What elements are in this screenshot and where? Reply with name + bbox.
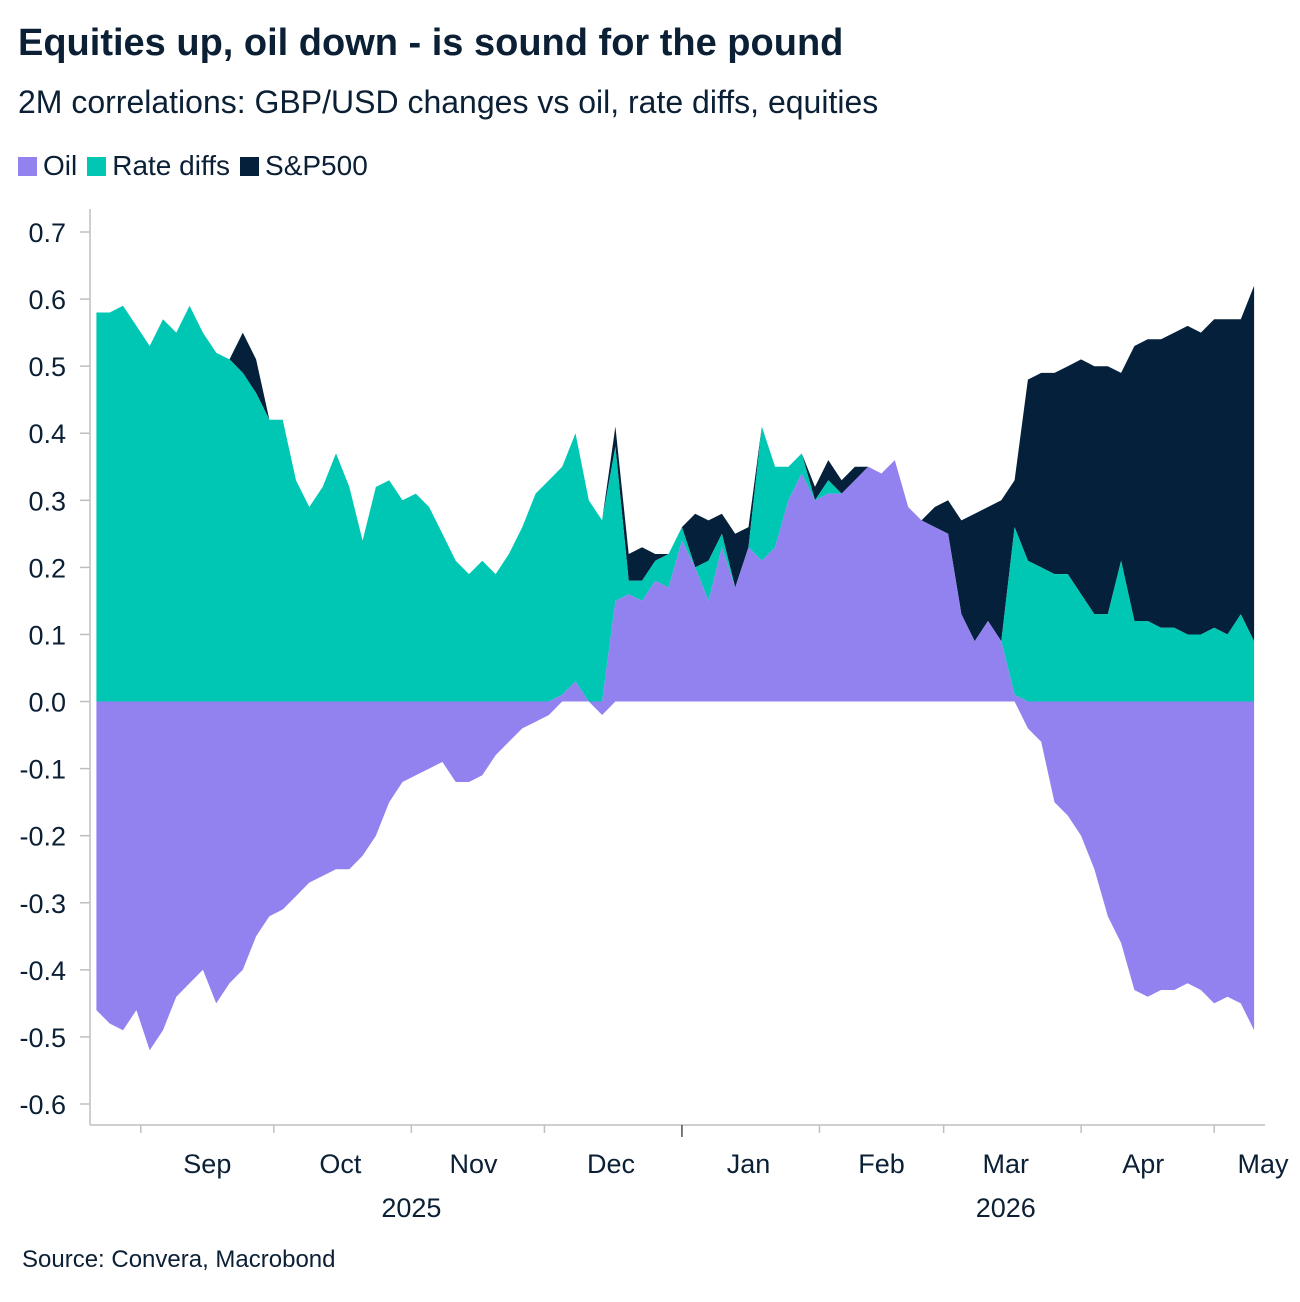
y-tick-label: 0.4 xyxy=(28,419,66,449)
series-areas xyxy=(96,285,1255,1051)
area-sp500 xyxy=(96,285,1255,642)
y-tick-label: -0.4 xyxy=(19,956,66,986)
y-tick-label: -0.1 xyxy=(19,755,66,785)
y-tick-label: -0.6 xyxy=(19,1090,66,1120)
x-month-label: Jan xyxy=(727,1149,771,1179)
legend-swatch-oil xyxy=(18,156,37,176)
x-month-label: Dec xyxy=(587,1149,635,1179)
area-oil-positive xyxy=(96,460,1255,702)
area-oil-negative xyxy=(96,701,1255,1051)
legend-swatch-sp500 xyxy=(240,156,260,176)
y-tick-label: 0.6 xyxy=(28,285,66,315)
y-tick-label: -0.5 xyxy=(19,1023,66,1053)
legend-item-sp500: S&P500 xyxy=(240,150,368,182)
chart-title: Equities up, oil down - is sound for the… xyxy=(18,22,844,64)
y-tick-label: 0.7 xyxy=(28,218,66,248)
y-tick-label: 0.1 xyxy=(28,620,66,650)
legend: Oil Rate diffs S&P500 xyxy=(18,150,378,182)
x-month-label: Sep xyxy=(183,1149,231,1179)
legend-item-rate-diffs: Rate diffs xyxy=(87,150,230,182)
x-month-label: Nov xyxy=(449,1149,498,1179)
y-tick-label: 0.0 xyxy=(28,688,66,718)
x-year-label: 2026 xyxy=(976,1193,1036,1223)
x-month-label: May xyxy=(1237,1149,1289,1179)
x-month-label: Mar xyxy=(982,1149,1029,1179)
x-month-label: Oct xyxy=(319,1149,362,1179)
x-year-label: 2025 xyxy=(381,1193,441,1223)
y-tick-label: -0.3 xyxy=(19,889,66,919)
x-month-label: Feb xyxy=(858,1149,905,1179)
area-rate-diffs xyxy=(96,305,1255,702)
source-note: Source: Convera, Macrobond xyxy=(22,1246,336,1273)
legend-label-oil: Oil xyxy=(43,150,78,181)
y-tick-label: 0.2 xyxy=(28,553,66,583)
y-tick-label: 0.5 xyxy=(28,352,66,382)
y-tick-label: -0.2 xyxy=(19,822,66,852)
legend-item-oil: Oil xyxy=(18,150,77,182)
chart-subtitle: 2M correlations: GBP/USD changes vs oil,… xyxy=(18,84,879,120)
legend-swatch-rate-diffs xyxy=(87,156,107,176)
x-month-label: Apr xyxy=(1122,1149,1164,1179)
legend-label-rate-diffs: Rate diffs xyxy=(112,150,231,181)
y-tick-label: 0.3 xyxy=(28,486,66,516)
axes: 0.7 0.6 0.5 0.4 0.3 0.2 0.1 0.0 -0.1 -0.2 -0.3 -0.4… xyxy=(19,209,1289,1223)
legend-label-sp500: S&P500 xyxy=(265,150,368,181)
